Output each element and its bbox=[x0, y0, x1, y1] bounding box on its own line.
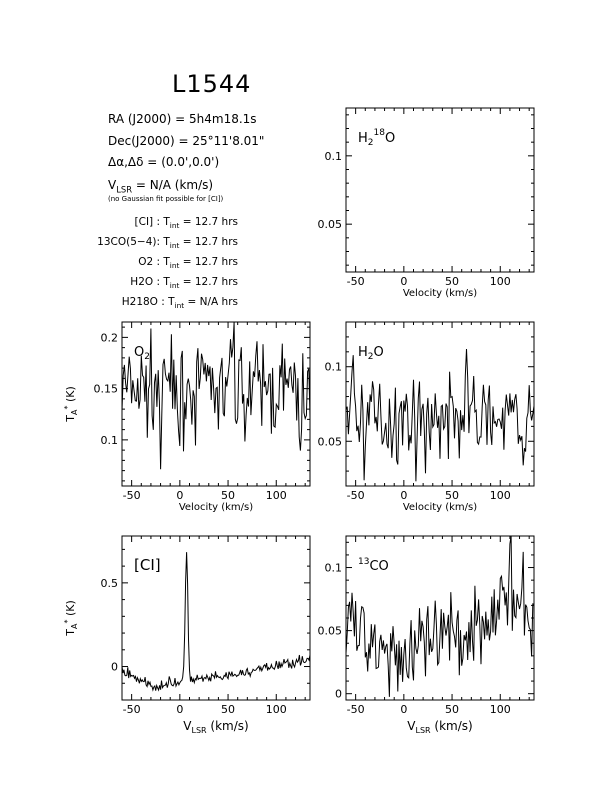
tint-value: = 12.7 hrs bbox=[179, 236, 238, 248]
dec-label: Dec(J2000) = bbox=[108, 134, 189, 148]
x-axis-label: VLSR (km/s) bbox=[183, 719, 248, 735]
x-axis-label: Velocity (km/s) bbox=[403, 288, 477, 299]
tint-value: = 12.7 hrs bbox=[179, 276, 238, 288]
y-tick-label: 0.1 bbox=[325, 361, 343, 374]
x-tick-label: 100 bbox=[266, 489, 287, 502]
tint-symbol: T bbox=[163, 216, 170, 228]
y-tick-label: 0 bbox=[335, 688, 342, 701]
tint-symbol: T bbox=[168, 296, 175, 308]
species-label: H2O bbox=[358, 345, 384, 362]
ra-value: 5h4m18.1s bbox=[189, 112, 257, 126]
vlsr-value: = N/A (km/s) bbox=[135, 178, 214, 192]
page-title: L1544 bbox=[172, 70, 252, 98]
vlsr-line: VLSR = N/A (km/s) bbox=[108, 178, 213, 194]
x-tick-label: 0 bbox=[176, 489, 183, 502]
x-tick-label: 0 bbox=[400, 703, 407, 716]
x-tick-label: 0 bbox=[400, 489, 407, 502]
x-tick-label: 100 bbox=[490, 489, 511, 502]
x-tick-label: -50 bbox=[347, 275, 365, 288]
ra-line: RA (J2000) = 5h4m18.1s bbox=[108, 112, 257, 126]
y-tick-label: 0 bbox=[111, 661, 118, 674]
x-tick-label: 100 bbox=[490, 275, 511, 288]
chart-panel-h2o: -50 0 50 100 0.05 0.1 Velocity (km/s) H2O bbox=[318, 321, 535, 513]
chart-panel-o2: -50 0 50 100 0.1 0.15 0.2 Velocity (km/s) TA* (K… bbox=[63, 321, 311, 513]
plot-frame bbox=[121, 321, 311, 487]
integration-time-row: H218O : Tint = N/A hrs bbox=[121, 296, 239, 311]
y-tick-label: 0.2 bbox=[101, 331, 119, 344]
y-tick-label: 0.15 bbox=[94, 383, 119, 396]
offset-line: Δα,Δδ = (0.0',0.0') bbox=[108, 155, 219, 169]
integration-time-row: H2O : Tint = 12.7 hrs bbox=[130, 276, 238, 291]
spectrum-line-o2 bbox=[122, 322, 310, 470]
x-tick-label: 100 bbox=[490, 703, 511, 716]
y-tick-label: 0.1 bbox=[325, 562, 343, 575]
species-label: H218O bbox=[358, 128, 395, 148]
x-tick-label: 0 bbox=[176, 703, 183, 716]
line-name: O2 : bbox=[138, 256, 164, 268]
y-tick-label: 0.05 bbox=[318, 625, 343, 638]
x-tick-label: -50 bbox=[123, 703, 141, 716]
line-name: H218O : bbox=[121, 296, 169, 308]
integration-time-row: [CI] : Tint = 12.7 hrs bbox=[134, 216, 238, 231]
plot-frame bbox=[121, 535, 311, 701]
y-tick-label: 0.1 bbox=[101, 434, 119, 447]
y-axis-label: TA* (K) bbox=[63, 600, 79, 637]
x-tick-label: 50 bbox=[445, 489, 459, 502]
line-name: [CI] : bbox=[134, 216, 164, 228]
x-tick-label: -50 bbox=[347, 489, 365, 502]
vlsr-label: V bbox=[108, 178, 117, 192]
x-tick-label: 100 bbox=[266, 703, 287, 716]
offset-value: (0.0',0.0') bbox=[161, 155, 220, 169]
y-axis-label: TA* (K) bbox=[63, 386, 79, 423]
species-label: O2 bbox=[134, 345, 150, 362]
integration-time-row: O2 : Tint = 12.7 hrs bbox=[138, 256, 238, 271]
x-tick-label: 0 bbox=[400, 275, 407, 288]
x-axis-label: VLSR (km/s) bbox=[407, 719, 472, 735]
y-tick-label: 0.05 bbox=[318, 218, 343, 231]
line-name: 13CO(5−4): bbox=[97, 236, 164, 248]
tint-symbol: T bbox=[163, 256, 170, 268]
x-axis-label: Velocity (km/s) bbox=[179, 502, 253, 513]
tint-value: = N/A hrs bbox=[184, 296, 239, 308]
dec-line: Dec(J2000) = 25°11'8.01" bbox=[108, 134, 264, 148]
species-label: 13CO bbox=[358, 557, 389, 574]
offset-label: Δα,Δδ = bbox=[108, 155, 158, 169]
x-tick-label: 50 bbox=[221, 489, 235, 502]
chart-panel-h218o: -50 0 50 100 0.05 0.1 Velocity (km/s) H218O bbox=[318, 107, 535, 299]
integration-time-row: 13CO(5−4): Tint = 12.7 hrs bbox=[97, 236, 238, 251]
spectrum-line-h2o bbox=[346, 348, 534, 482]
x-tick-label: 50 bbox=[445, 703, 459, 716]
tint-symbol: T bbox=[163, 276, 170, 288]
x-tick-label: -50 bbox=[123, 489, 141, 502]
plot-frame bbox=[345, 107, 535, 273]
chart-panel-13co: -50 0 50 100 0 0.05 0.1 VLSR (km/s) 13CO bbox=[318, 535, 535, 735]
y-tick-label: 0.5 bbox=[101, 577, 119, 590]
y-tick-label: 0.05 bbox=[318, 435, 343, 448]
tint-value: = 12.7 hrs bbox=[179, 256, 238, 268]
y-tick-label: 0.1 bbox=[325, 150, 343, 163]
x-axis-label: Velocity (km/s) bbox=[403, 502, 477, 513]
dec-value: 25°11'8.01" bbox=[192, 134, 265, 148]
tint-symbol: T bbox=[163, 236, 170, 248]
vlsr-sub: LSR bbox=[116, 184, 133, 195]
species-label: [CI] bbox=[134, 556, 161, 574]
plot-frame bbox=[345, 321, 535, 487]
x-tick-label: -50 bbox=[347, 703, 365, 716]
fit-note: (no Gaussian fit possible for [CI]) bbox=[108, 195, 224, 203]
ra-label: RA (J2000) = bbox=[108, 112, 186, 126]
tint-value: = 12.7 hrs bbox=[179, 216, 238, 228]
chart-panel-ci: -50 0 50 100 0 0.5 VLSR (km/s) TA* (K) [CI] bbox=[63, 535, 311, 735]
x-tick-label: 50 bbox=[445, 275, 459, 288]
spectrum-line-ci bbox=[122, 552, 310, 692]
x-tick-label: 50 bbox=[221, 703, 235, 716]
line-name: H2O : bbox=[130, 276, 164, 288]
spectrum-line-13co bbox=[346, 536, 534, 697]
